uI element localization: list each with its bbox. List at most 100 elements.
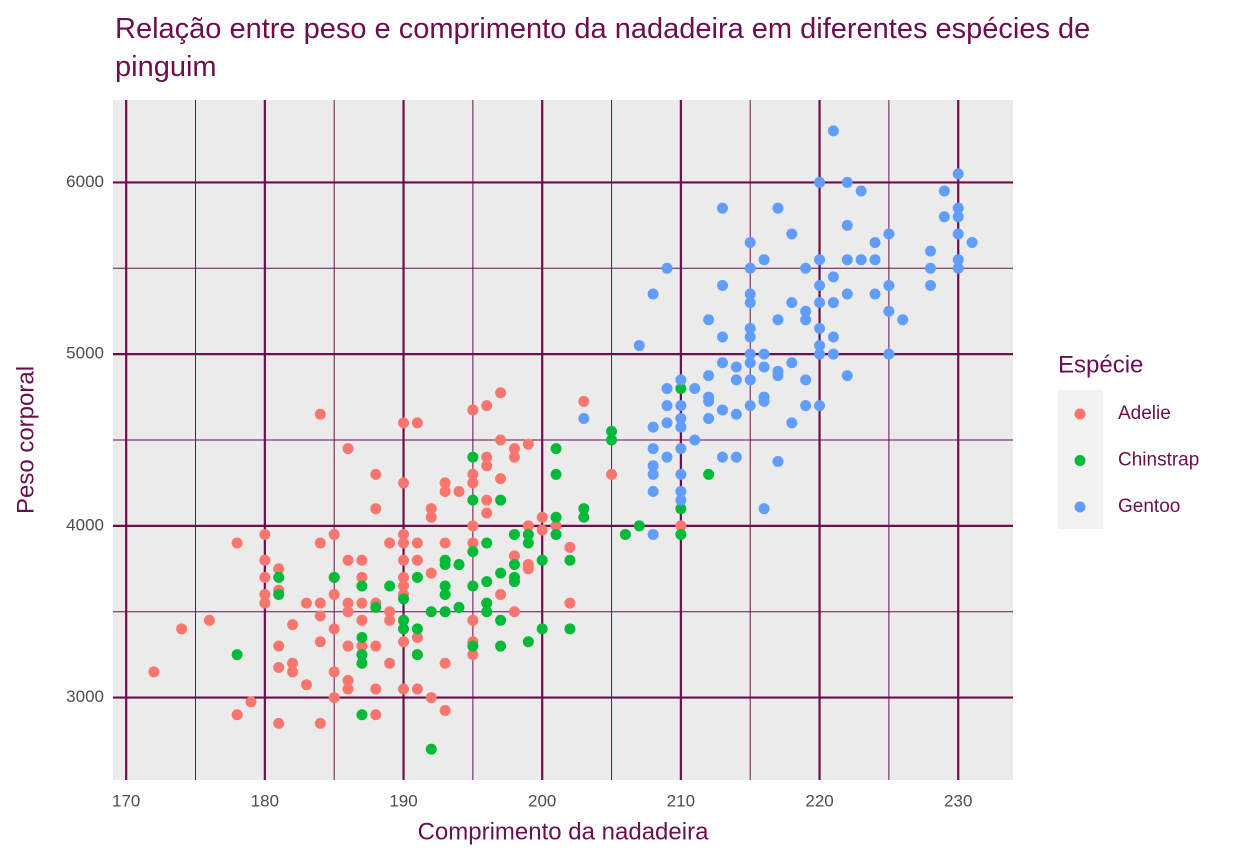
point [398, 477, 410, 489]
point [578, 511, 590, 523]
point [952, 168, 964, 180]
point [495, 473, 507, 485]
point [508, 606, 520, 618]
point [800, 314, 812, 326]
point [467, 537, 479, 549]
point [619, 528, 631, 540]
legend-marker [1074, 501, 1086, 513]
point [578, 413, 590, 425]
point [370, 601, 382, 613]
point [508, 443, 520, 455]
point [328, 692, 340, 704]
point [495, 387, 507, 399]
legend-marker [1074, 408, 1086, 420]
point [342, 443, 354, 455]
point [744, 357, 756, 369]
point [758, 395, 770, 407]
point [716, 451, 728, 463]
point [689, 434, 701, 446]
point [398, 554, 410, 566]
x-tick-label: 220 [805, 791, 833, 810]
point [467, 520, 479, 532]
point [384, 537, 396, 549]
point [411, 683, 423, 695]
point [633, 340, 645, 352]
point [425, 606, 437, 618]
point [800, 262, 812, 274]
point [356, 649, 368, 661]
point [938, 185, 950, 197]
point [259, 571, 271, 583]
point [439, 477, 451, 489]
point [314, 408, 326, 420]
point [675, 374, 687, 386]
point [508, 451, 520, 463]
point [467, 477, 479, 489]
point [328, 528, 340, 540]
y-tick-label: 5000 [66, 344, 104, 363]
point [342, 674, 354, 686]
point [814, 297, 826, 309]
point [314, 537, 326, 549]
point [647, 468, 659, 480]
x-axis-title: Comprimento da nadadeira [418, 818, 709, 845]
point [564, 541, 576, 553]
point [356, 657, 368, 669]
point [411, 537, 423, 549]
point [661, 451, 673, 463]
point [744, 322, 756, 334]
point [439, 537, 451, 549]
point [481, 451, 493, 463]
point [814, 348, 826, 360]
legend-marker [1074, 455, 1086, 466]
point [814, 340, 826, 352]
point [411, 623, 423, 635]
point [398, 623, 410, 635]
point [356, 614, 368, 626]
point [398, 593, 410, 605]
point [550, 520, 562, 532]
point [758, 254, 770, 266]
point [259, 528, 271, 540]
point [398, 537, 410, 549]
point [453, 558, 465, 570]
point [827, 271, 839, 283]
point [814, 254, 826, 266]
point [952, 202, 964, 214]
point [481, 400, 493, 412]
point [425, 503, 437, 515]
point [245, 696, 257, 708]
y-axis-title: Peso corporal [12, 366, 39, 514]
point [703, 413, 715, 425]
point [273, 589, 285, 601]
point [481, 494, 493, 506]
point [425, 743, 437, 755]
point [467, 404, 479, 416]
point [786, 297, 798, 309]
point [370, 468, 382, 480]
point [356, 580, 368, 592]
point [398, 528, 410, 540]
point [855, 185, 867, 197]
point [661, 400, 673, 412]
y-tick-label: 6000 [66, 172, 104, 191]
point [287, 619, 299, 631]
point [328, 666, 340, 678]
point [661, 382, 673, 394]
point [342, 640, 354, 652]
point [467, 580, 479, 592]
point [481, 576, 493, 588]
point [439, 589, 451, 601]
legend-label: Adelie [1118, 403, 1171, 424]
point [481, 606, 493, 618]
point [273, 563, 285, 575]
point [398, 417, 410, 429]
point [675, 443, 687, 455]
point [606, 434, 618, 446]
point [495, 434, 507, 446]
point [356, 597, 368, 609]
point [356, 554, 368, 566]
point [633, 520, 645, 532]
point [411, 649, 423, 661]
point [453, 601, 465, 613]
